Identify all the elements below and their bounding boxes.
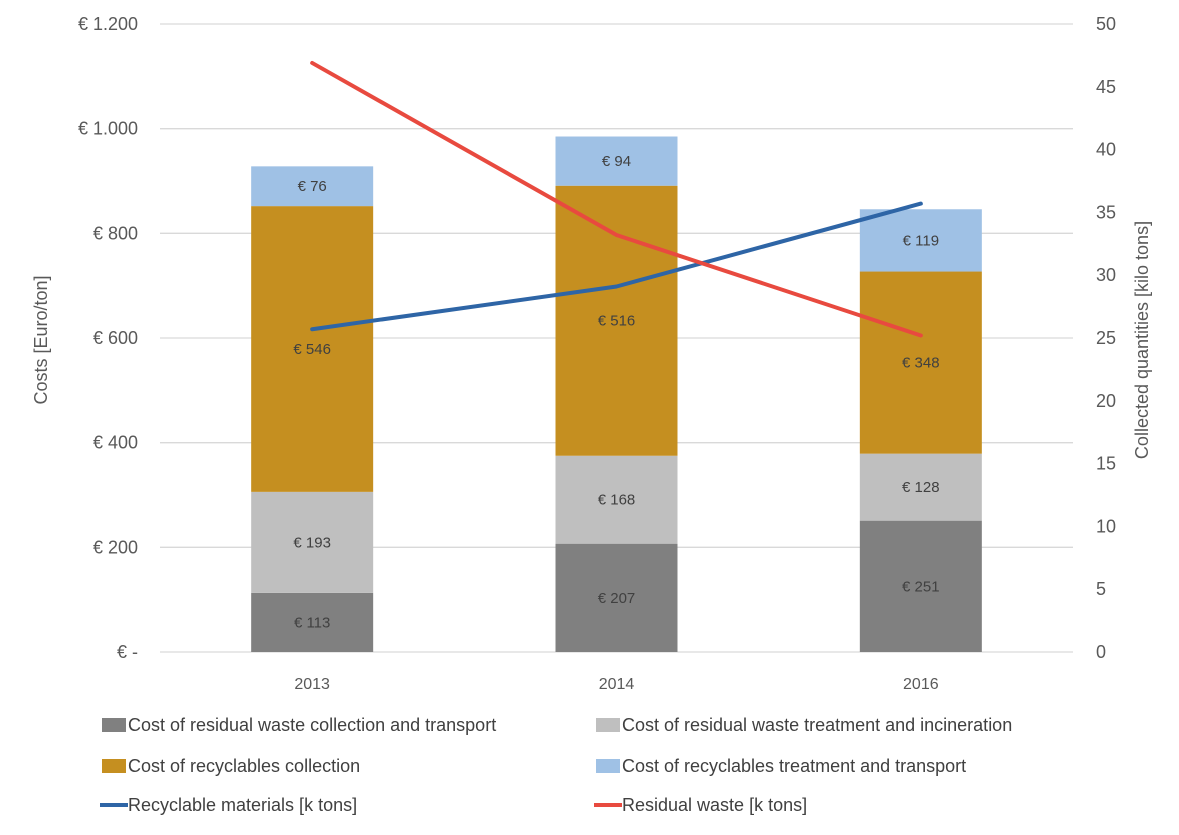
data-label: € 119 xyxy=(903,232,939,249)
legend-swatch xyxy=(596,759,620,773)
bar-segment xyxy=(251,491,374,593)
y2-tick-label: 50 xyxy=(1096,14,1116,34)
x-tick-label: 2016 xyxy=(903,676,939,693)
data-label: € 76 xyxy=(298,178,327,195)
legend-label: Cost of residual waste treatment and inc… xyxy=(622,715,1012,735)
data-label: € 546 xyxy=(293,341,331,358)
legend-label: Residual waste [k tons] xyxy=(622,795,807,815)
data-label: € 168 xyxy=(598,492,636,509)
bar-segment xyxy=(859,453,982,521)
bar-segment xyxy=(859,209,982,272)
y2-axis-ticks: 0 5 10 15 20 25 30 35 40 45 50 xyxy=(1096,14,1116,662)
y-axis-label: Costs [Euro/ton] xyxy=(31,275,51,404)
y-tick-label: € 400 xyxy=(93,433,138,453)
y-axis-ticks: € - € 200 € 400 € 600 € 800 € 1.000 € 1.200 xyxy=(78,14,138,662)
bar-segment xyxy=(555,185,678,456)
y2-tick-label: 30 xyxy=(1096,265,1116,285)
y2-tick-label: 40 xyxy=(1096,140,1116,160)
bar-segment xyxy=(251,206,374,492)
legend-label: Cost of residual waste collection and tr… xyxy=(128,715,496,735)
lines xyxy=(310,60,923,338)
y2-tick-label: 0 xyxy=(1096,642,1106,662)
bars: € 113 € 193 € 546 € 76 € 207 € 168 € 516 € 94 € … xyxy=(251,136,982,652)
y2-axis-label: Collected quantities [kilo tons] xyxy=(1132,221,1152,459)
bar-segment xyxy=(555,136,678,186)
x-axis-ticks: 2013 2014 2016 xyxy=(294,676,938,693)
y2-tick-label: 5 xyxy=(1096,579,1106,599)
y2-tick-label: 15 xyxy=(1096,454,1116,474)
y-tick-label: € 800 xyxy=(93,223,138,243)
data-label: € 94 xyxy=(602,153,631,170)
data-label: € 516 xyxy=(598,313,636,330)
y-tick-label: € 600 xyxy=(93,328,138,348)
y2-tick-label: 35 xyxy=(1096,202,1116,222)
legend-swatch xyxy=(596,718,620,732)
bar-segment xyxy=(555,455,678,544)
x-tick-label: 2014 xyxy=(599,676,635,693)
legend-swatch xyxy=(102,759,126,773)
data-label: € 128 xyxy=(902,479,940,496)
legend-label: Cost of recyclables collection xyxy=(128,756,360,776)
data-label: € 207 xyxy=(598,590,636,607)
y-tick-label: € 200 xyxy=(93,537,138,557)
data-label: € 251 xyxy=(902,578,940,595)
legend-label: Recyclable materials [k tons] xyxy=(128,795,357,815)
bar-segment xyxy=(555,543,678,652)
x-tick-label: 2013 xyxy=(294,676,330,693)
bar-segment xyxy=(859,271,982,454)
y-tick-label: € 1.200 xyxy=(78,14,138,34)
data-label: € 348 xyxy=(902,355,940,372)
y2-tick-label: 20 xyxy=(1096,391,1116,411)
legend-swatch xyxy=(102,718,126,732)
legend: Cost of residual waste collection and tr… xyxy=(100,715,1012,815)
y2-tick-label: 45 xyxy=(1096,77,1116,97)
bar-segment xyxy=(859,520,982,652)
data-label: € 193 xyxy=(293,534,331,551)
y-tick-label: € - xyxy=(117,642,138,662)
y2-tick-label: 10 xyxy=(1096,516,1116,536)
bar-segment xyxy=(251,166,374,207)
legend-label: Cost of recyclables treatment and transp… xyxy=(622,756,966,776)
data-label: € 113 xyxy=(294,614,330,631)
bar-segment xyxy=(251,592,374,652)
y2-tick-label: 25 xyxy=(1096,328,1116,348)
y-tick-label: € 1.000 xyxy=(78,119,138,139)
